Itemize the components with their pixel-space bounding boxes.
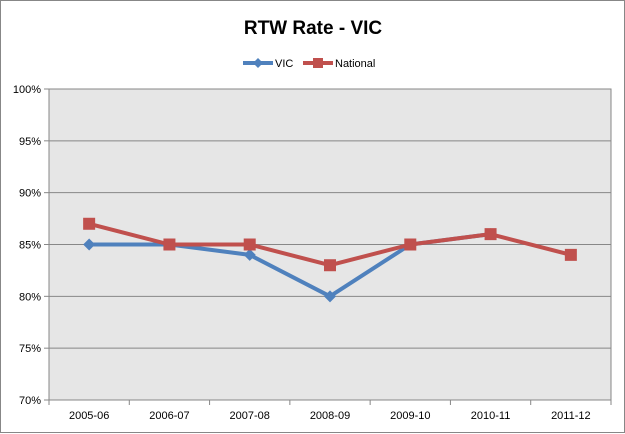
data-point <box>163 238 176 251</box>
data-point <box>404 238 417 251</box>
x-tick-label: 2010-11 <box>471 410 511 422</box>
series-layer <box>83 217 577 303</box>
x-tick-label: 2006-07 <box>149 410 189 422</box>
x-tick-label: 2009-10 <box>390 410 430 422</box>
data-point <box>324 290 336 303</box>
data-point <box>484 228 497 241</box>
chart-title: RTW Rate - VIC <box>244 18 383 39</box>
y-tick-label: 80% <box>19 291 41 303</box>
y-tick-label: 70% <box>19 395 41 407</box>
legend: VIC National <box>243 58 375 70</box>
legend-label: VIC <box>275 58 293 70</box>
x-axis: 2005-06 2006-07 2007-08 2008-09 2009-10 2010-… <box>48 400 612 422</box>
legend-item-vic: VIC <box>243 58 293 70</box>
legend-swatch-marker <box>253 58 263 68</box>
y-tick-label: 90% <box>19 188 41 200</box>
x-tick-label: 2007-08 <box>230 410 270 422</box>
legend-swatch-marker <box>313 58 323 68</box>
legend-label: National <box>335 58 375 70</box>
legend-item-national: National <box>303 58 375 70</box>
x-tick-label: 2008-09 <box>310 410 350 422</box>
data-point <box>564 248 577 261</box>
y-tick-label: 95% <box>19 136 41 148</box>
y-axis: 70% 75% 80% 85% 90% 95% 100% <box>13 84 49 407</box>
data-point <box>324 259 336 272</box>
data-point <box>83 217 96 230</box>
y-tick-label: 85% <box>19 240 41 252</box>
data-point <box>83 238 96 251</box>
x-tick-label: 2005-06 <box>69 410 109 422</box>
data-point <box>243 248 256 261</box>
y-tick-label: 100% <box>13 84 41 96</box>
data-point <box>243 238 256 251</box>
x-tick-label: 2011-12 <box>551 410 591 422</box>
series-national <box>83 217 577 272</box>
y-tick-label: 75% <box>19 343 41 355</box>
